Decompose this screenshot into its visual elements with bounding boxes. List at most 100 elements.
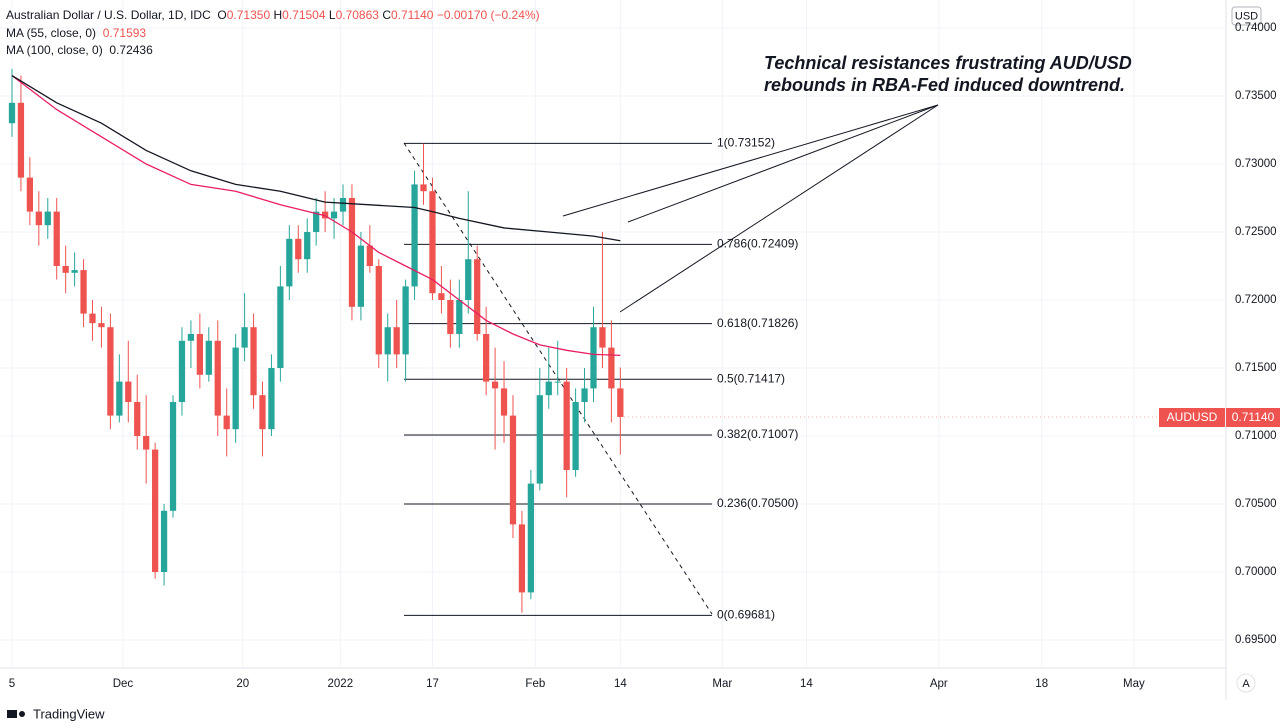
candle-body (572, 401, 579, 470)
candle-body (375, 266, 382, 355)
ohlc-key: C (382, 8, 391, 22)
candle-body (241, 327, 248, 348)
x-tick-label: 5 (9, 678, 15, 690)
candle-body (545, 381, 552, 396)
y-tick-label: 0.70000 (1235, 566, 1277, 578)
candle-body (402, 286, 409, 355)
candle-body (259, 395, 266, 430)
candle-body (277, 286, 284, 368)
candle-body (89, 313, 96, 324)
ohlc-key: L (328, 8, 336, 22)
ohlc-value: 0.71140 (390, 8, 434, 22)
ma-name: MA (100, close, 0) (6, 43, 103, 57)
fib-label: 0.382(0.71007) (717, 427, 798, 441)
candle-body (456, 300, 463, 334)
candle-body (581, 388, 588, 402)
candle-body (366, 245, 373, 267)
x-tick-label: 18 (1035, 678, 1048, 690)
candle-body (608, 347, 615, 389)
candle-body (357, 245, 365, 307)
last-price-label: 0.71140 (1232, 410, 1275, 424)
candle-body (98, 323, 105, 328)
candle-body (465, 259, 472, 301)
candle-body (116, 381, 123, 416)
y-tick-label: 0.73500 (1235, 90, 1277, 102)
candle-body (411, 184, 418, 287)
candle-body (339, 198, 347, 212)
candle-body (143, 435, 150, 450)
candle-body (160, 510, 168, 572)
ohlc-value: 0.70863 (335, 8, 379, 22)
x-tick-label: Apr (930, 678, 948, 690)
candle-body (599, 327, 606, 348)
candle-body (178, 340, 186, 402)
candle-body (35, 211, 42, 226)
candle-body (295, 238, 302, 260)
logo-text: TradingView (33, 706, 105, 721)
candle-body (348, 198, 356, 307)
candle-body (71, 270, 78, 273)
callout-line (562, 104, 939, 217)
x-tick-label: 2022 (328, 678, 354, 690)
candle-body (232, 347, 239, 430)
candle-body (44, 211, 51, 226)
ma-legend: MA (100, close, 0) 0.72436 (6, 42, 540, 60)
fib-label: 0.236(0.70500) (717, 496, 798, 510)
annotation-line: rebounds in RBA-Fed induced downtrend. (764, 75, 1125, 95)
auto-scale-label[interactable]: A (1242, 678, 1250, 690)
ohlc-key: O (217, 8, 227, 22)
candle-body (474, 259, 481, 334)
symbol-line: Australian Dollar / U.S. Dollar, 1D, IDC… (6, 7, 540, 25)
symbol-badge (1159, 408, 1225, 427)
ohlc-key: H (273, 8, 283, 22)
candle-body (429, 191, 436, 294)
ma-line (11, 75, 621, 357)
candle-body (491, 381, 499, 389)
y-tick-label: 0.72500 (1235, 226, 1277, 238)
candle-body (250, 327, 257, 396)
fib-label: 0.786(0.72409) (717, 237, 798, 251)
currency-box[interactable] (1231, 6, 1262, 26)
fib-label: 0.5(0.71417) (717, 371, 785, 385)
currency-label[interactable]: USD (1235, 10, 1258, 22)
candle-body (187, 334, 195, 341)
candle-body (393, 327, 400, 355)
candle-body (169, 401, 177, 511)
candle-body (313, 211, 320, 233)
candle-body (384, 327, 391, 355)
y-tick-label: 0.70500 (1235, 498, 1277, 510)
fib-label: 0.618(0.71826) (717, 316, 798, 330)
callout-line (627, 104, 939, 223)
legend: Australian Dollar / U.S. Dollar, 1D, IDC… (6, 7, 540, 60)
logo-icon (19, 711, 25, 717)
candle-body (223, 415, 230, 430)
candle-body (8, 102, 16, 124)
y-tick-label: 0.69500 (1235, 634, 1277, 646)
candle-body (62, 266, 69, 273)
logo-icon (7, 710, 17, 718)
candle-body (268, 367, 275, 430)
candle-body (536, 395, 543, 484)
fib-label: 1(0.73152) (717, 136, 775, 150)
annotation-line: Technical resistances frustrating AUD/US… (764, 53, 1132, 73)
y-tick-label: 0.71000 (1235, 430, 1277, 442)
y-tick-label: 0.72000 (1235, 294, 1277, 306)
candle-body (518, 524, 526, 593)
fib-label: 0(0.69681) (717, 608, 775, 622)
ma-value: 0.71593 (102, 25, 147, 40)
ohlc-value: 0.71504 (282, 8, 326, 22)
marks (8, 68, 1226, 613)
symbol-badge-label: AUDUSD (1167, 410, 1218, 424)
candle-body (563, 381, 570, 470)
candle-body (554, 381, 561, 383)
y-tick-label: 0.71500 (1235, 362, 1277, 374)
logo: TradingView (7, 706, 105, 721)
candle-body (447, 300, 454, 334)
auto-scale-button[interactable] (1236, 673, 1256, 693)
ma-line (11, 75, 621, 242)
x-tick-label: 20 (236, 678, 249, 690)
candle-body (438, 293, 445, 301)
ma-legend: MA (55, close, 0) 0.71593 (6, 25, 540, 43)
